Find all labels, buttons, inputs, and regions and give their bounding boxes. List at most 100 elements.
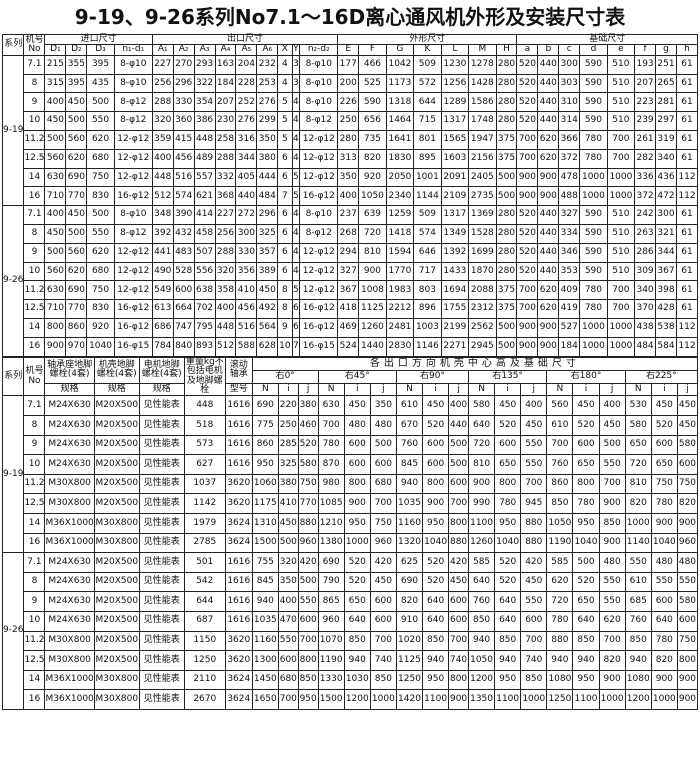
value-cell: 250 [277, 414, 299, 436]
bolt-header: 电机地脚螺栓(4套) [138, 356, 185, 384]
value-cell: 690 [395, 571, 424, 593]
value-cell: 700 [606, 280, 636, 301]
value-cell: 840 [172, 336, 195, 357]
value-cell: 5 [291, 167, 301, 188]
value-cell: 1060 [251, 473, 279, 495]
value-cell: 700 [606, 148, 636, 169]
value-cell: M20X500 [93, 650, 140, 671]
value-cell: 700 [516, 280, 539, 301]
value-cell: 390 [172, 205, 195, 226]
value-cell: 8-φ12 [113, 111, 153, 132]
value-cell: 940 [572, 650, 600, 671]
value-cell: 432 [172, 224, 195, 244]
value-cell: 700 [516, 130, 539, 150]
value-cell: 700 [598, 473, 626, 495]
value-cell: 16-φ12 [113, 299, 153, 320]
value-cell: 600 [676, 454, 699, 475]
value-cell: 228 [235, 73, 258, 94]
sub-header: F [358, 44, 387, 56]
value-cell: 850 [572, 630, 600, 652]
value-cell: 700 [520, 630, 548, 652]
value-cell: 800 [422, 473, 450, 495]
value-cell: 272 [235, 205, 258, 226]
value-cell: 12-φ12 [299, 280, 339, 301]
value-cell: 880 [546, 630, 574, 652]
value-cell: 900 [448, 689, 470, 710]
value-cell: 16-φ12 [299, 186, 339, 207]
value-cell: 940 [343, 650, 371, 671]
data-row: 14 630 690 750 12-φ12 448 516 557 332 405 444 6 5 12-… [3, 167, 699, 188]
direction-header: 右135° [468, 370, 548, 384]
value-cell: M30X800 [44, 630, 95, 652]
series-cell: 9-26 [1, 552, 25, 710]
value-cell: 310 [558, 92, 581, 113]
value-cell: 747 [172, 318, 195, 338]
value-cell: 1150 [183, 630, 226, 652]
nij-header: j [520, 382, 548, 397]
value-cell: 400 [277, 591, 299, 612]
value-cell: 6 [277, 242, 293, 263]
value-cell: 600 [494, 434, 522, 456]
value-cell: 6 [291, 318, 301, 338]
value-cell: 1030 [343, 669, 371, 691]
value-cell: 520 [343, 552, 371, 573]
value-cell: 12-φ12 [113, 167, 153, 188]
data-row: 10 450 500 550 8-φ12 320 360 386 230 276 299 5 4 8-φ1… [3, 111, 699, 132]
value-cell: 560 [44, 261, 67, 282]
fan-no: 12.5 [23, 650, 46, 671]
value-cell: M20X500 [93, 630, 140, 652]
value-cell: 900 [650, 669, 678, 691]
value-cell: 8-φ10 [113, 54, 153, 75]
fan-no: 14 [23, 512, 46, 534]
value-cell: 348 [151, 205, 174, 226]
value-cell: 5 [291, 186, 301, 207]
value-cell: 520 [516, 242, 539, 263]
value-cell: 760 [395, 434, 424, 456]
value-cell: 896 [413, 299, 442, 320]
value-cell: 456 [235, 299, 258, 320]
foundation-table: 系列 机号No 轴承座地脚螺栓(4套) 机壳地脚螺栓(4套) 电机地脚螺栓(4套) 重量k… [1, 356, 699, 710]
value-cell: 450 [494, 395, 522, 416]
value-cell: 530 [624, 395, 652, 416]
value-cell: 2670 [183, 689, 226, 710]
value-cell: M30X800 [93, 689, 140, 710]
value-cell: 650 [572, 591, 600, 612]
value-cell: 4 [277, 73, 293, 94]
value-cell: 700 [448, 630, 470, 652]
nij-header: i [277, 382, 299, 397]
value-cell: 1144 [413, 186, 442, 207]
value-cell: 940 [494, 650, 522, 671]
value-cell: 400 [598, 395, 626, 416]
value-cell: 227 [151, 54, 174, 75]
value-cell: 256 [214, 224, 237, 244]
value-cell: 458 [193, 224, 216, 244]
value-cell: 717 [413, 261, 442, 282]
value-cell: 1042 [385, 54, 415, 75]
value-cell: 1050 [468, 650, 496, 671]
value-cell: 450 [277, 512, 299, 534]
value-cell: 395 [65, 73, 88, 94]
value-cell: 950 [422, 512, 450, 534]
value-cell: 10 [277, 336, 293, 357]
value-cell: 280 [337, 130, 360, 150]
value-cell: 389 [256, 261, 279, 282]
value-cell: 549 [151, 280, 174, 301]
value-cell: M30X800 [44, 473, 95, 495]
value-cell: 680 [86, 261, 115, 282]
value-cell: 300 [235, 224, 258, 244]
value-cell: 550 [86, 224, 115, 244]
value-cell: 450 [572, 395, 600, 416]
value-cell: 621 [193, 186, 216, 207]
value-cell: 8-φ12 [113, 224, 153, 244]
fan-no: 16 [23, 336, 46, 357]
value-cell: 480 [343, 414, 371, 436]
value-cell: 61 [675, 54, 699, 75]
value-cell: 480 [369, 414, 397, 436]
fan-no: 9 [23, 591, 46, 612]
value-cell: 263 [634, 224, 657, 244]
value-cell: 1300 [251, 650, 279, 671]
value-cell: 830 [86, 186, 115, 207]
value-cell: 436 [655, 167, 677, 188]
value-cell: 1616 [224, 610, 253, 632]
value-cell: 600 [448, 591, 470, 612]
